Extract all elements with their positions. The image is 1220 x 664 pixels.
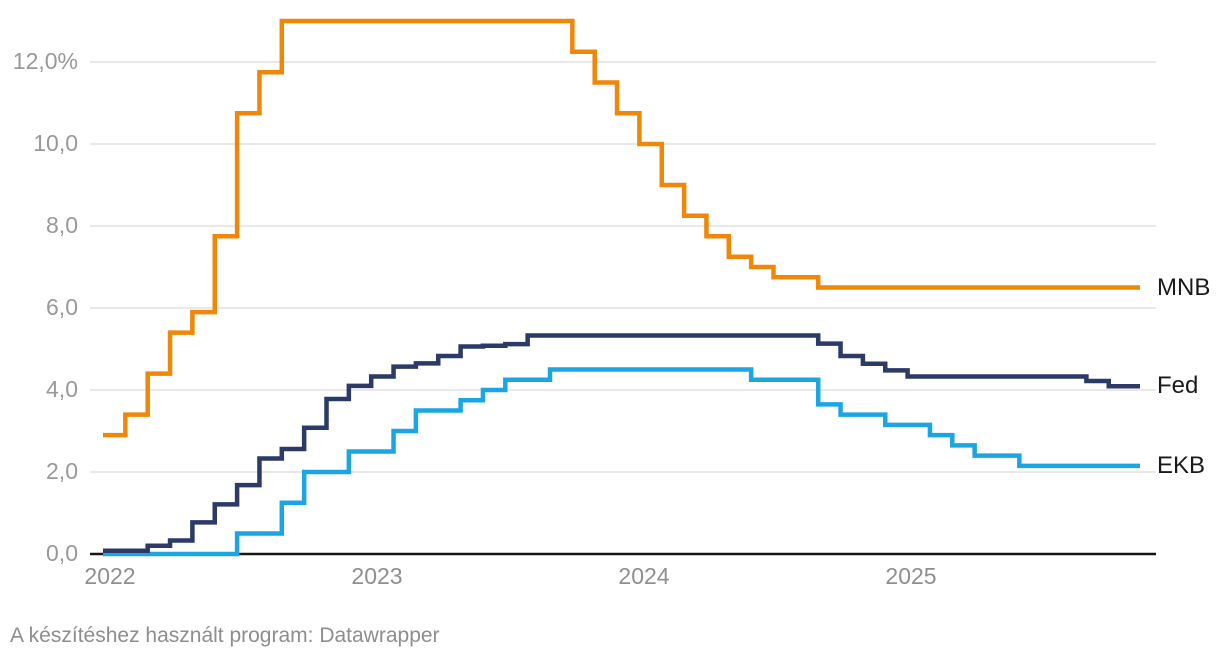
y-axis-tick-10: 10,0 [33,129,78,156]
x-axis-label-2022: 2022 [84,563,136,589]
series-label-fed: Fed [1157,372,1199,400]
chart-canvas [90,18,1156,557]
series-label-mnb: MNB [1157,273,1211,301]
x-axis-label-2024: 2024 [618,563,670,589]
x-axis-label-2025: 2025 [885,563,937,589]
y-axis-tick-0: 0,0 [46,539,78,566]
x-axis-label-2023: 2023 [351,563,403,589]
y-axis-tick-2: 2,0 [46,457,78,484]
y-axis-tick-8: 8,0 [46,211,78,238]
y-axis-tick-4: 4,0 [46,375,78,402]
attribution-footer: A készítéshez használt program: Datawrap… [10,624,440,647]
y-axis-tick-6: 6,0 [46,293,78,320]
series-label-ekb: EKB [1157,451,1206,479]
y-axis-tick-12: 12,0% [12,47,78,74]
